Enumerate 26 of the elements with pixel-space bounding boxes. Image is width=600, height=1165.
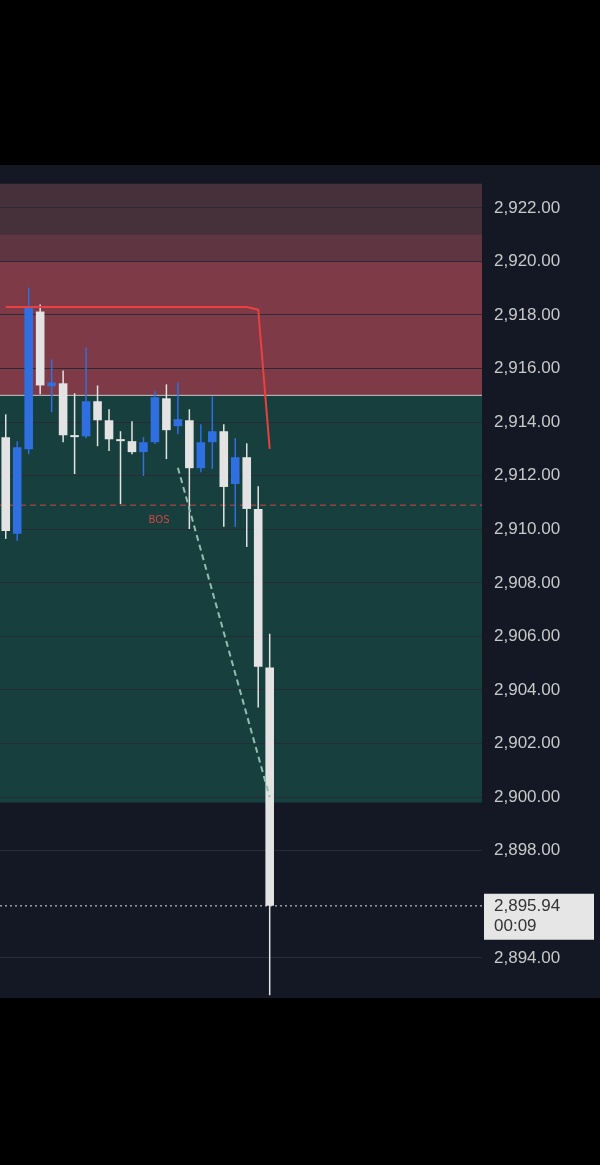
candlestick (47, 358, 56, 413)
y-tick-label: 2,902.00 (494, 733, 561, 753)
text: 2,895.94 (494, 895, 561, 915)
candlestick (104, 408, 114, 452)
y-tick-label: 2,910.00 (494, 518, 561, 538)
y-tick-label: 2,918.00 (494, 304, 561, 324)
y-tick-label: 2,914.00 (494, 411, 561, 431)
y-tick-label: 2,922.00 (494, 197, 561, 217)
y-tick-label: 2,912.00 (494, 465, 561, 485)
candlestick (208, 395, 217, 470)
candlestick (116, 430, 125, 505)
y-tick-label: 2,916.00 (494, 358, 561, 378)
y-tick-label: 2,904.00 (494, 679, 561, 699)
candlestick (139, 436, 148, 477)
y-tick-label: 2,898.00 (494, 840, 561, 860)
y-tick-label: 2,908.00 (494, 572, 561, 592)
y-tick-label: 2,900.00 (494, 786, 561, 806)
y-tick-label: 2,920.00 (494, 251, 561, 271)
candlestick (173, 381, 183, 435)
y-tick-label: 2,906.00 (494, 626, 561, 646)
y-tick-label: 2,894.00 (494, 947, 561, 967)
candlestick (70, 392, 79, 475)
text: 00:09 (494, 915, 537, 935)
ref-line-label: BOS (148, 514, 170, 526)
candlestick (93, 384, 102, 447)
candlestick (127, 420, 137, 456)
